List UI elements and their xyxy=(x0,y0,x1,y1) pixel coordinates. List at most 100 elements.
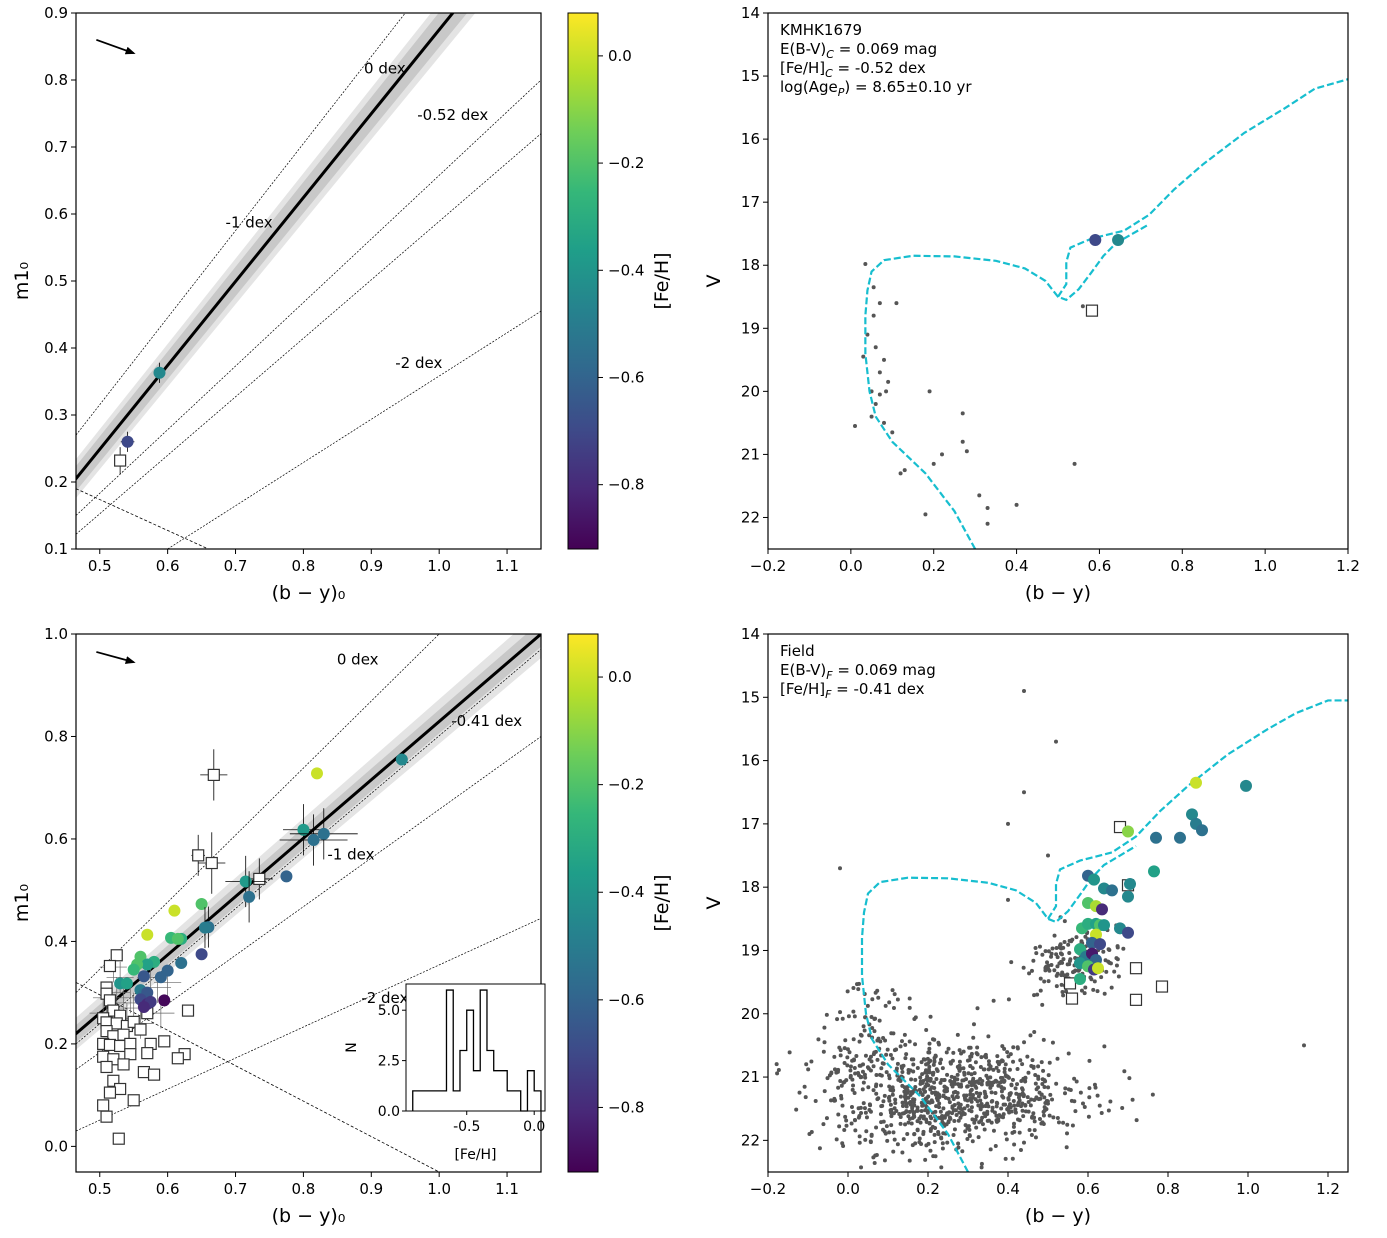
field-star xyxy=(1127,1076,1132,1081)
y-tick-label: 0.2 xyxy=(44,473,68,491)
field-star xyxy=(856,987,861,992)
field-star xyxy=(882,1158,887,1163)
field-star xyxy=(1013,1107,1018,1112)
field-star xyxy=(1046,979,1051,984)
field-star xyxy=(842,1127,847,1132)
panel-bl: 0.5 0.6 0.7 0.8 0.9 1.0 1.1 0.0 0.2 0.4 0.6 0.8 1.0 (… xyxy=(11,625,546,1227)
field-star xyxy=(835,1017,840,1022)
field-star xyxy=(1032,1115,1037,1120)
field-star xyxy=(1008,1102,1013,1107)
field-star xyxy=(950,1104,955,1109)
field-star xyxy=(903,1092,908,1097)
field-star xyxy=(1009,960,1014,965)
field-star xyxy=(907,1039,912,1044)
field-star xyxy=(1061,957,1066,962)
open-square-point xyxy=(1129,962,1143,975)
annotation-line: [Fe/H]F = -0.41 dex xyxy=(780,680,925,701)
colorbar-tick-label: 0.0 xyxy=(608,668,632,686)
field-star xyxy=(1045,1101,1050,1106)
field-star xyxy=(775,1071,780,1076)
y-tick-label: 22 xyxy=(741,1131,760,1149)
field-star xyxy=(877,370,882,375)
field-star xyxy=(1047,1113,1052,1118)
field-star xyxy=(863,261,868,266)
field-star xyxy=(1038,976,1043,981)
panel-tl: 0.5 0.6 0.7 0.8 0.9 1.0 1.1 0.1 0.2 0.3 0.4 0.5 0.6 0… xyxy=(11,4,542,604)
field-star xyxy=(1054,1081,1059,1086)
field-star xyxy=(1032,1128,1037,1133)
field-star xyxy=(920,1072,925,1077)
uncertainty-band xyxy=(76,13,468,492)
iso-line-label: -2 dex xyxy=(361,989,408,1007)
field-star xyxy=(953,1108,958,1113)
feh-point xyxy=(1092,962,1104,975)
field-star xyxy=(1104,969,1109,974)
field-star xyxy=(1008,1091,1013,1096)
field-star xyxy=(1130,1097,1135,1102)
y-tick-label: 1.0 xyxy=(44,625,68,643)
field-star xyxy=(1064,989,1069,994)
open-square-point xyxy=(110,949,123,962)
field-star xyxy=(952,1127,957,1132)
field-star xyxy=(1054,952,1059,957)
iso-line-label: 0 dex xyxy=(364,59,406,77)
field-star xyxy=(1032,993,1037,998)
field-star xyxy=(1050,1097,1055,1102)
field-star xyxy=(863,1075,868,1080)
feh-point xyxy=(1088,873,1100,886)
field-star xyxy=(803,1095,808,1100)
open-square-point xyxy=(103,1038,117,1052)
field-star xyxy=(990,1105,995,1110)
field-star xyxy=(879,1066,884,1071)
field-star xyxy=(874,1091,879,1096)
field-star xyxy=(861,354,866,359)
field-star xyxy=(947,1100,952,1105)
field-star xyxy=(879,1104,884,1109)
field-star xyxy=(1092,979,1097,984)
field-star xyxy=(1039,1092,1044,1097)
field-star xyxy=(870,1026,875,1031)
field-star xyxy=(1011,1045,1016,1050)
field-star xyxy=(912,1016,917,1021)
y-tick-label: 0.2 xyxy=(44,1035,68,1053)
field-star xyxy=(915,1127,920,1132)
field-star xyxy=(868,1139,873,1144)
field-star xyxy=(995,1059,1000,1064)
field-star xyxy=(946,1096,951,1101)
field-star xyxy=(975,1045,980,1050)
field-star xyxy=(882,420,886,425)
field-star xyxy=(858,1032,863,1037)
field-star xyxy=(942,1084,947,1089)
reddening-line xyxy=(76,982,440,1172)
field-star xyxy=(940,1146,945,1151)
field-star xyxy=(836,1067,841,1072)
feh-point xyxy=(121,435,134,448)
field-star xyxy=(974,1090,979,1095)
field-star xyxy=(904,1052,909,1057)
field-star xyxy=(869,1015,874,1020)
field-star xyxy=(1045,960,1050,965)
field-star xyxy=(952,1118,957,1123)
field-star xyxy=(932,1080,937,1085)
plot-area xyxy=(853,78,1348,549)
field-star xyxy=(1034,1095,1039,1100)
field-star xyxy=(804,1062,809,1067)
y-tick-label: 14 xyxy=(741,625,760,643)
field-star xyxy=(851,1110,856,1115)
field-star xyxy=(926,1067,931,1072)
field-star xyxy=(977,493,982,498)
field-star xyxy=(857,1134,862,1139)
feh-point xyxy=(127,963,140,976)
field-star xyxy=(1029,968,1034,973)
field-star xyxy=(945,1140,950,1145)
field-star xyxy=(972,1120,977,1125)
iso-metallicity-line xyxy=(167,310,541,549)
field-star xyxy=(853,1118,858,1123)
field-star xyxy=(956,1118,961,1123)
field-star xyxy=(845,1055,850,1060)
field-star xyxy=(898,1044,903,1049)
plot-area xyxy=(774,688,1348,1172)
field-star xyxy=(989,1090,994,1095)
feh-point xyxy=(168,904,181,917)
